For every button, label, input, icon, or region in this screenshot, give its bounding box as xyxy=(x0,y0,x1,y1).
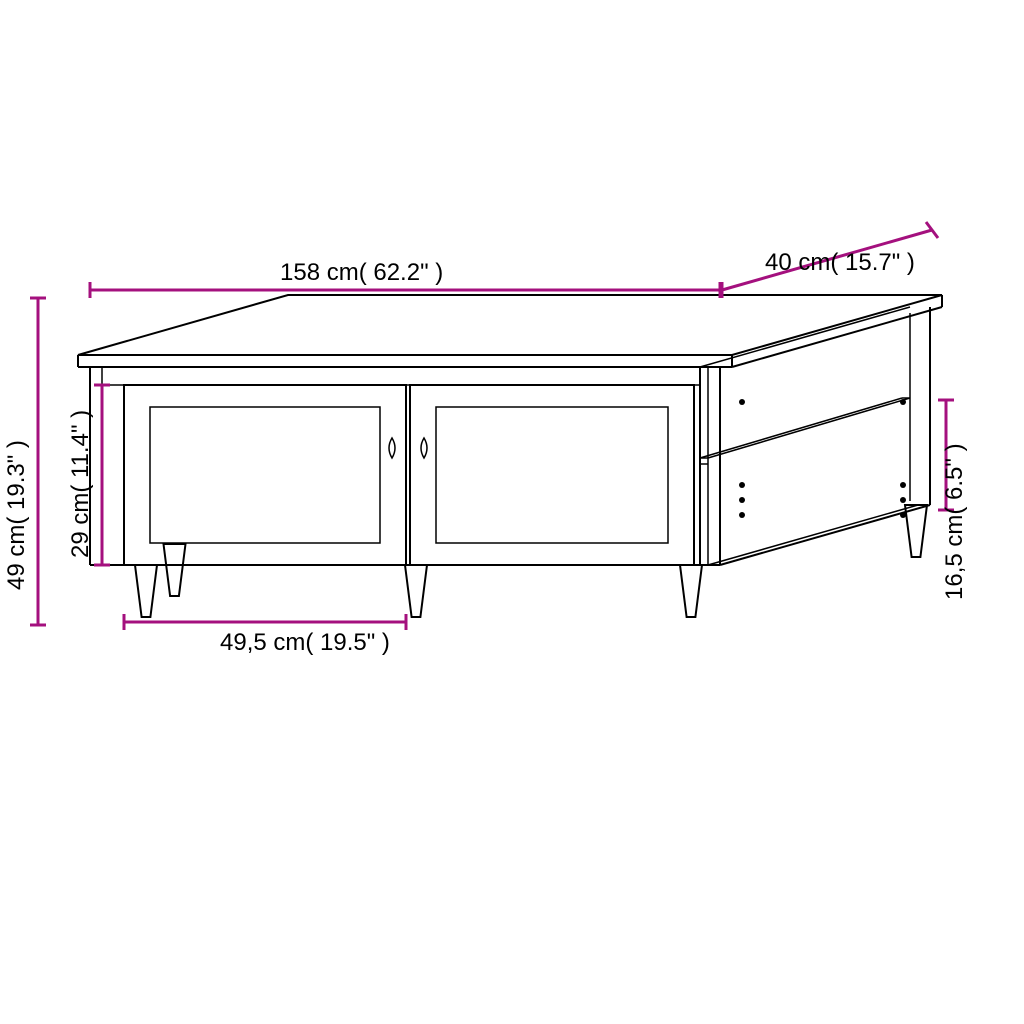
dimension-width-label: 158 cm( 62.2" ) xyxy=(280,259,443,286)
dimension-height-shelf-label: 16,5 cm( 6.5" ) xyxy=(941,443,968,600)
dimension-width-door-label: 49,5 cm( 19.5" ) xyxy=(220,629,390,656)
furniture-drawing xyxy=(78,295,942,617)
dimension-height-total-label: 49 cm( 19.3" ) xyxy=(3,440,30,590)
dimension-height-door-label: 29 cm( 11.4" ) xyxy=(67,410,94,558)
dimension-depth-label: 40 cm( 15.7" ) xyxy=(765,249,915,276)
